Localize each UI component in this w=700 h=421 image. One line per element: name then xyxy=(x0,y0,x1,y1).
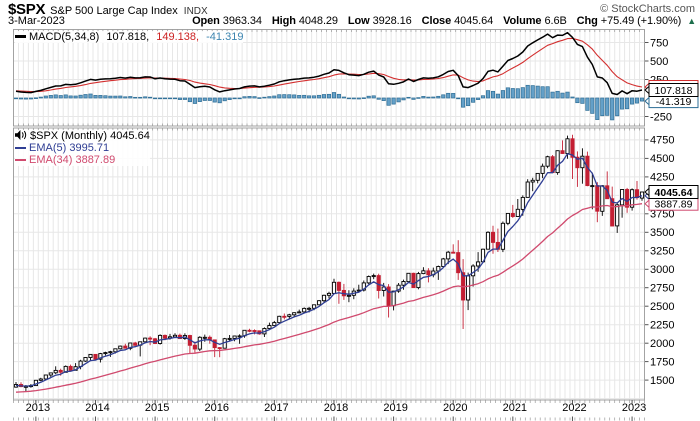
quote-date: 3-Mar-2023 xyxy=(8,15,65,27)
svg-text:2000: 2000 xyxy=(650,338,674,350)
svg-text:2021: 2021 xyxy=(503,402,527,414)
price-legend: $SPX (Monthly) 4045.64 EMA(5) 3995.71 EM… xyxy=(15,130,150,166)
svg-text:2017: 2017 xyxy=(264,402,288,414)
ema34-legend-row: EMA(34) 3887.89 xyxy=(15,154,150,166)
open-label: Open xyxy=(192,15,220,27)
change-value: +75.49 (+1.90%) xyxy=(600,15,682,27)
volume-label: Volume xyxy=(503,15,542,27)
high-label: High xyxy=(271,15,296,27)
svg-text:4750: 4750 xyxy=(650,135,674,147)
macd-line-swatch xyxy=(15,35,26,38)
symbol: $SPX xyxy=(8,1,46,18)
price-legend-title-row: $SPX (Monthly) 4045.64 xyxy=(15,130,150,142)
chart-header: $SPX S&P 500 Large Cap Index INDX xyxy=(8,1,208,18)
svg-text:2014: 2014 xyxy=(85,402,109,414)
svg-text:1750: 1750 xyxy=(650,356,674,368)
svg-text:2250: 2250 xyxy=(650,319,674,331)
high-value: 4048.29 xyxy=(298,15,338,27)
svg-text:2016: 2016 xyxy=(204,402,228,414)
macd-label: MACD(5,34,8) xyxy=(29,31,100,43)
svg-text:3887.89: 3887.89 xyxy=(655,198,693,210)
svg-text:3250: 3250 xyxy=(650,246,674,258)
svg-text:2019: 2019 xyxy=(383,402,407,414)
open-value: 3963.34 xyxy=(222,15,262,27)
svg-text:2015: 2015 xyxy=(145,402,169,414)
svg-text:4250: 4250 xyxy=(650,172,674,184)
svg-text:2020: 2020 xyxy=(443,402,467,414)
svg-text:2018: 2018 xyxy=(324,402,348,414)
ema5-label: EMA(5) 3995.71 xyxy=(29,142,110,154)
index-name: S&P 500 Large Cap Index xyxy=(50,5,178,17)
svg-text:4045.64: 4045.64 xyxy=(655,187,693,199)
ema5-legend-row: EMA(5) 3995.71 xyxy=(15,142,150,154)
change-label: Chg xyxy=(576,15,598,27)
svg-text:4500: 4500 xyxy=(650,153,674,165)
macd-histogram-value: -41.319 xyxy=(206,31,244,43)
svg-text:-41.319: -41.319 xyxy=(656,96,692,108)
ema5-line-swatch xyxy=(15,147,26,149)
volume-value: 6.6B xyxy=(544,15,567,27)
macd-legend: MACD(5,34,8) 107.818, 149.138, -41.319 xyxy=(15,31,244,43)
svg-text:1500: 1500 xyxy=(650,375,674,387)
svg-text:107.818: 107.818 xyxy=(655,85,693,97)
svg-text:3000: 3000 xyxy=(650,264,674,276)
svg-text:2500: 2500 xyxy=(650,301,674,313)
price-legend-title: $SPX (Monthly) 4045.64 xyxy=(30,130,150,142)
svg-text:2022: 2022 xyxy=(562,402,586,414)
copyright: © StockCharts.com xyxy=(600,3,695,15)
low-label: Low xyxy=(347,15,370,27)
svg-text:-250: -250 xyxy=(650,111,672,123)
svg-text:750: 750 xyxy=(650,37,668,49)
low-value: 3928.16 xyxy=(372,15,412,27)
svg-text:500: 500 xyxy=(650,56,668,68)
macd-signal-value: 149.138, xyxy=(156,31,200,43)
announcement-icon xyxy=(15,130,27,140)
change-up-icon: ▲ xyxy=(687,16,696,26)
svg-text:2023: 2023 xyxy=(622,402,646,414)
quote-bar: Open 3963.34 High 4048.29 Low 3928.16 Close… xyxy=(185,15,696,27)
exchange-label: INDX xyxy=(183,6,208,17)
svg-text:2013: 2013 xyxy=(26,402,50,414)
ema34-line-swatch xyxy=(15,159,26,161)
close-label: Close xyxy=(421,15,452,27)
ema34-label: EMA(34) 3887.89 xyxy=(29,154,116,166)
close-value: 4045.64 xyxy=(454,15,494,27)
svg-text:3750: 3750 xyxy=(650,209,674,221)
svg-text:2750: 2750 xyxy=(650,283,674,295)
svg-text:3500: 3500 xyxy=(650,227,674,239)
macd-value: 107.818, xyxy=(106,31,150,43)
